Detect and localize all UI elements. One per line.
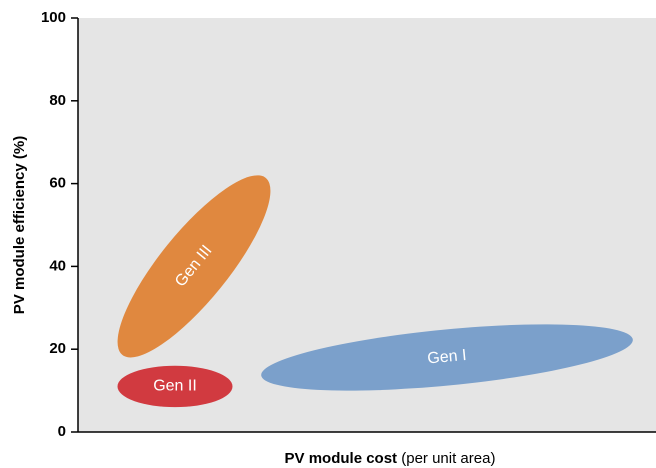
region (117, 175, 271, 358)
region (117, 365, 233, 408)
y-tick-label: 20 (49, 340, 66, 357)
region-label: Gen I (427, 347, 468, 368)
y-tick-label: 40 (49, 257, 66, 274)
y-tick-label: 60 (49, 175, 66, 192)
y-tick-label: 100 (41, 9, 66, 26)
region (261, 324, 633, 391)
x-label-main: PV module cost (285, 450, 398, 467)
y-axis-label: PV module efficiency (%) (11, 136, 28, 314)
y-tick-label: 80 (49, 92, 66, 109)
x-label-note: (per unit area) (401, 450, 495, 467)
region-label: Gen II (153, 378, 197, 395)
y-tick-label: 0 (58, 423, 66, 440)
x-axis-label: PV module cost (per unit area) (285, 450, 496, 467)
